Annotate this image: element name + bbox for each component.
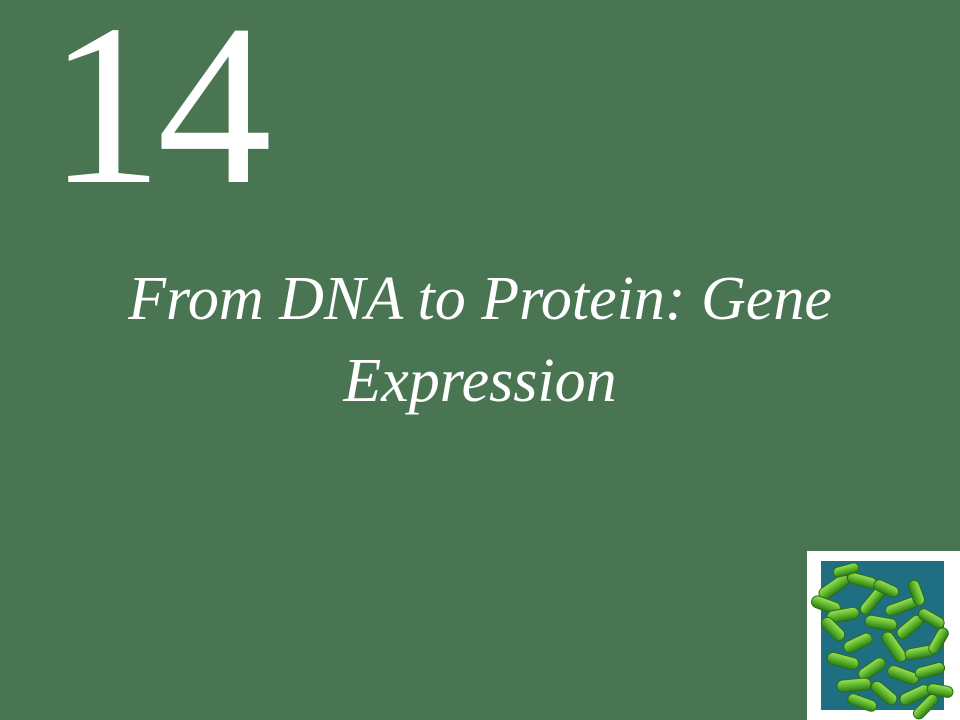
bacteria-image bbox=[807, 551, 960, 720]
bacteria-micrograph-image bbox=[811, 561, 954, 720]
chapter-number: 14 bbox=[48, 0, 272, 232]
chapter-title: From DNA to Protein: Gene Expression bbox=[128, 265, 832, 415]
